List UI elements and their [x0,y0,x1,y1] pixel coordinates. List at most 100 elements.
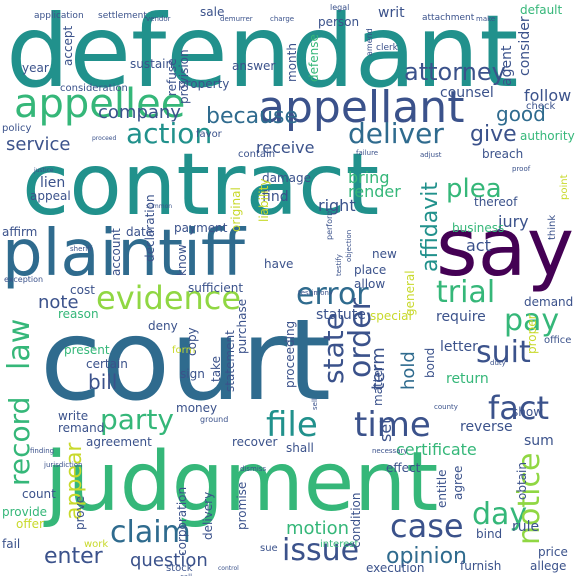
word-defense: copy [185,327,199,356]
word-entitle: entitle [435,469,449,508]
word-policy: policy [2,123,32,134]
word-failure: justice [34,167,54,174]
word-attorney: attorney [404,58,506,86]
word-offer: offer [16,517,44,531]
word-authority: account [109,228,123,276]
word-account: think [547,214,558,240]
word-condition: condition [349,492,363,548]
word-necessary: control [218,565,239,572]
word-set: set [376,417,395,442]
word-suit: suit [476,335,531,370]
word-agree: agree [451,465,465,500]
word-lien: lien [40,175,66,191]
word-money: money [176,401,218,415]
word-duty: jurisdiction [44,461,83,469]
word-material: favor [196,129,222,140]
word-because: because [206,104,299,129]
word-take: take [209,356,223,382]
word-have: have [264,257,294,271]
word-receive: receive [256,138,315,157]
word-provision: provision [177,49,191,104]
word-rule: rule [512,519,540,535]
word-corporation: corporation [175,486,189,556]
word-point: vendor [146,15,171,23]
word-serve: breach [482,147,524,161]
word-reverse: reverse [460,419,513,435]
word-note: note [38,292,79,313]
word-justice: objection [345,229,353,262]
word-delivery: delivery [201,491,215,540]
word-affirm: affirm [2,225,38,239]
word-stock: stock [166,563,193,574]
word-sell: sheriff [70,245,93,253]
word-require: require [436,309,486,325]
word-plaintiff: plaintiff [2,217,245,291]
word-sue: sue [260,543,278,554]
word-remand: remand [58,421,105,435]
word-purchase: original [229,187,243,232]
word-law: law [2,318,37,370]
word-obtain: obtain [515,462,529,500]
word-person: person [318,15,360,29]
word-damage: damage [262,171,312,185]
word-sum: sum [524,433,554,449]
word-general: general [403,270,417,316]
word-right: right [318,196,356,215]
word-deliver: deliver [348,117,444,150]
word-work: work [84,539,109,550]
word-defendant: defendant [6,0,519,110]
word-agent: agent [499,45,515,86]
word-amend: failure [356,149,379,157]
word-letter: letter [440,339,478,355]
word-exception: point [559,174,570,200]
word-proof: perform [325,208,334,240]
word-time: time [354,405,431,445]
word-enter: enter [44,544,103,569]
word-legal: amend [365,28,374,56]
word-clerk: adjust [420,151,442,159]
word-render: render [348,182,401,201]
word-business: business [452,221,505,235]
word-shall: shall [286,441,314,455]
word-finding: sell [311,398,319,410]
word-control: ground [200,415,229,424]
word-find: find [262,189,289,205]
word-allege: allege [530,559,567,573]
word-perform: testimony [298,289,334,297]
word-property: defense [307,34,321,82]
word-attachment: clerk [376,43,398,53]
word-return: return [446,371,489,387]
word-court: court [40,296,332,426]
word-affidavit: affidavit [418,182,443,272]
word-question: question [130,550,208,571]
word-sale: sale [200,5,225,19]
word-claim: claim [110,515,191,550]
word-writ: writ [378,5,405,21]
word-present: present [64,343,110,357]
word-opinion: opinion [386,544,467,569]
word-act: act [466,236,491,255]
word-plea: plea [446,174,502,204]
word-demand: demand [524,295,574,309]
word-furnish: furnish [460,559,502,573]
word-show: show [512,405,544,419]
word-contract: contract [22,135,380,235]
word-provide: provide [2,505,48,519]
word-company: company [98,102,181,123]
word-follow: follow [524,86,572,105]
word-bind: bind [476,527,503,541]
word-know: form [172,345,196,356]
word-proper: proper [525,314,539,354]
word-date: date [126,225,154,239]
word-office: liability [257,178,271,222]
word-testify: county [434,403,458,411]
word-record: record [3,396,36,486]
word-good: good [496,102,546,126]
word-prove: prove [73,495,87,530]
word-say: say [436,201,575,294]
word-accept: exception [4,275,44,284]
word-cost: cost [70,283,95,297]
word-give: give [470,122,517,147]
word-recover: recover [232,435,278,449]
